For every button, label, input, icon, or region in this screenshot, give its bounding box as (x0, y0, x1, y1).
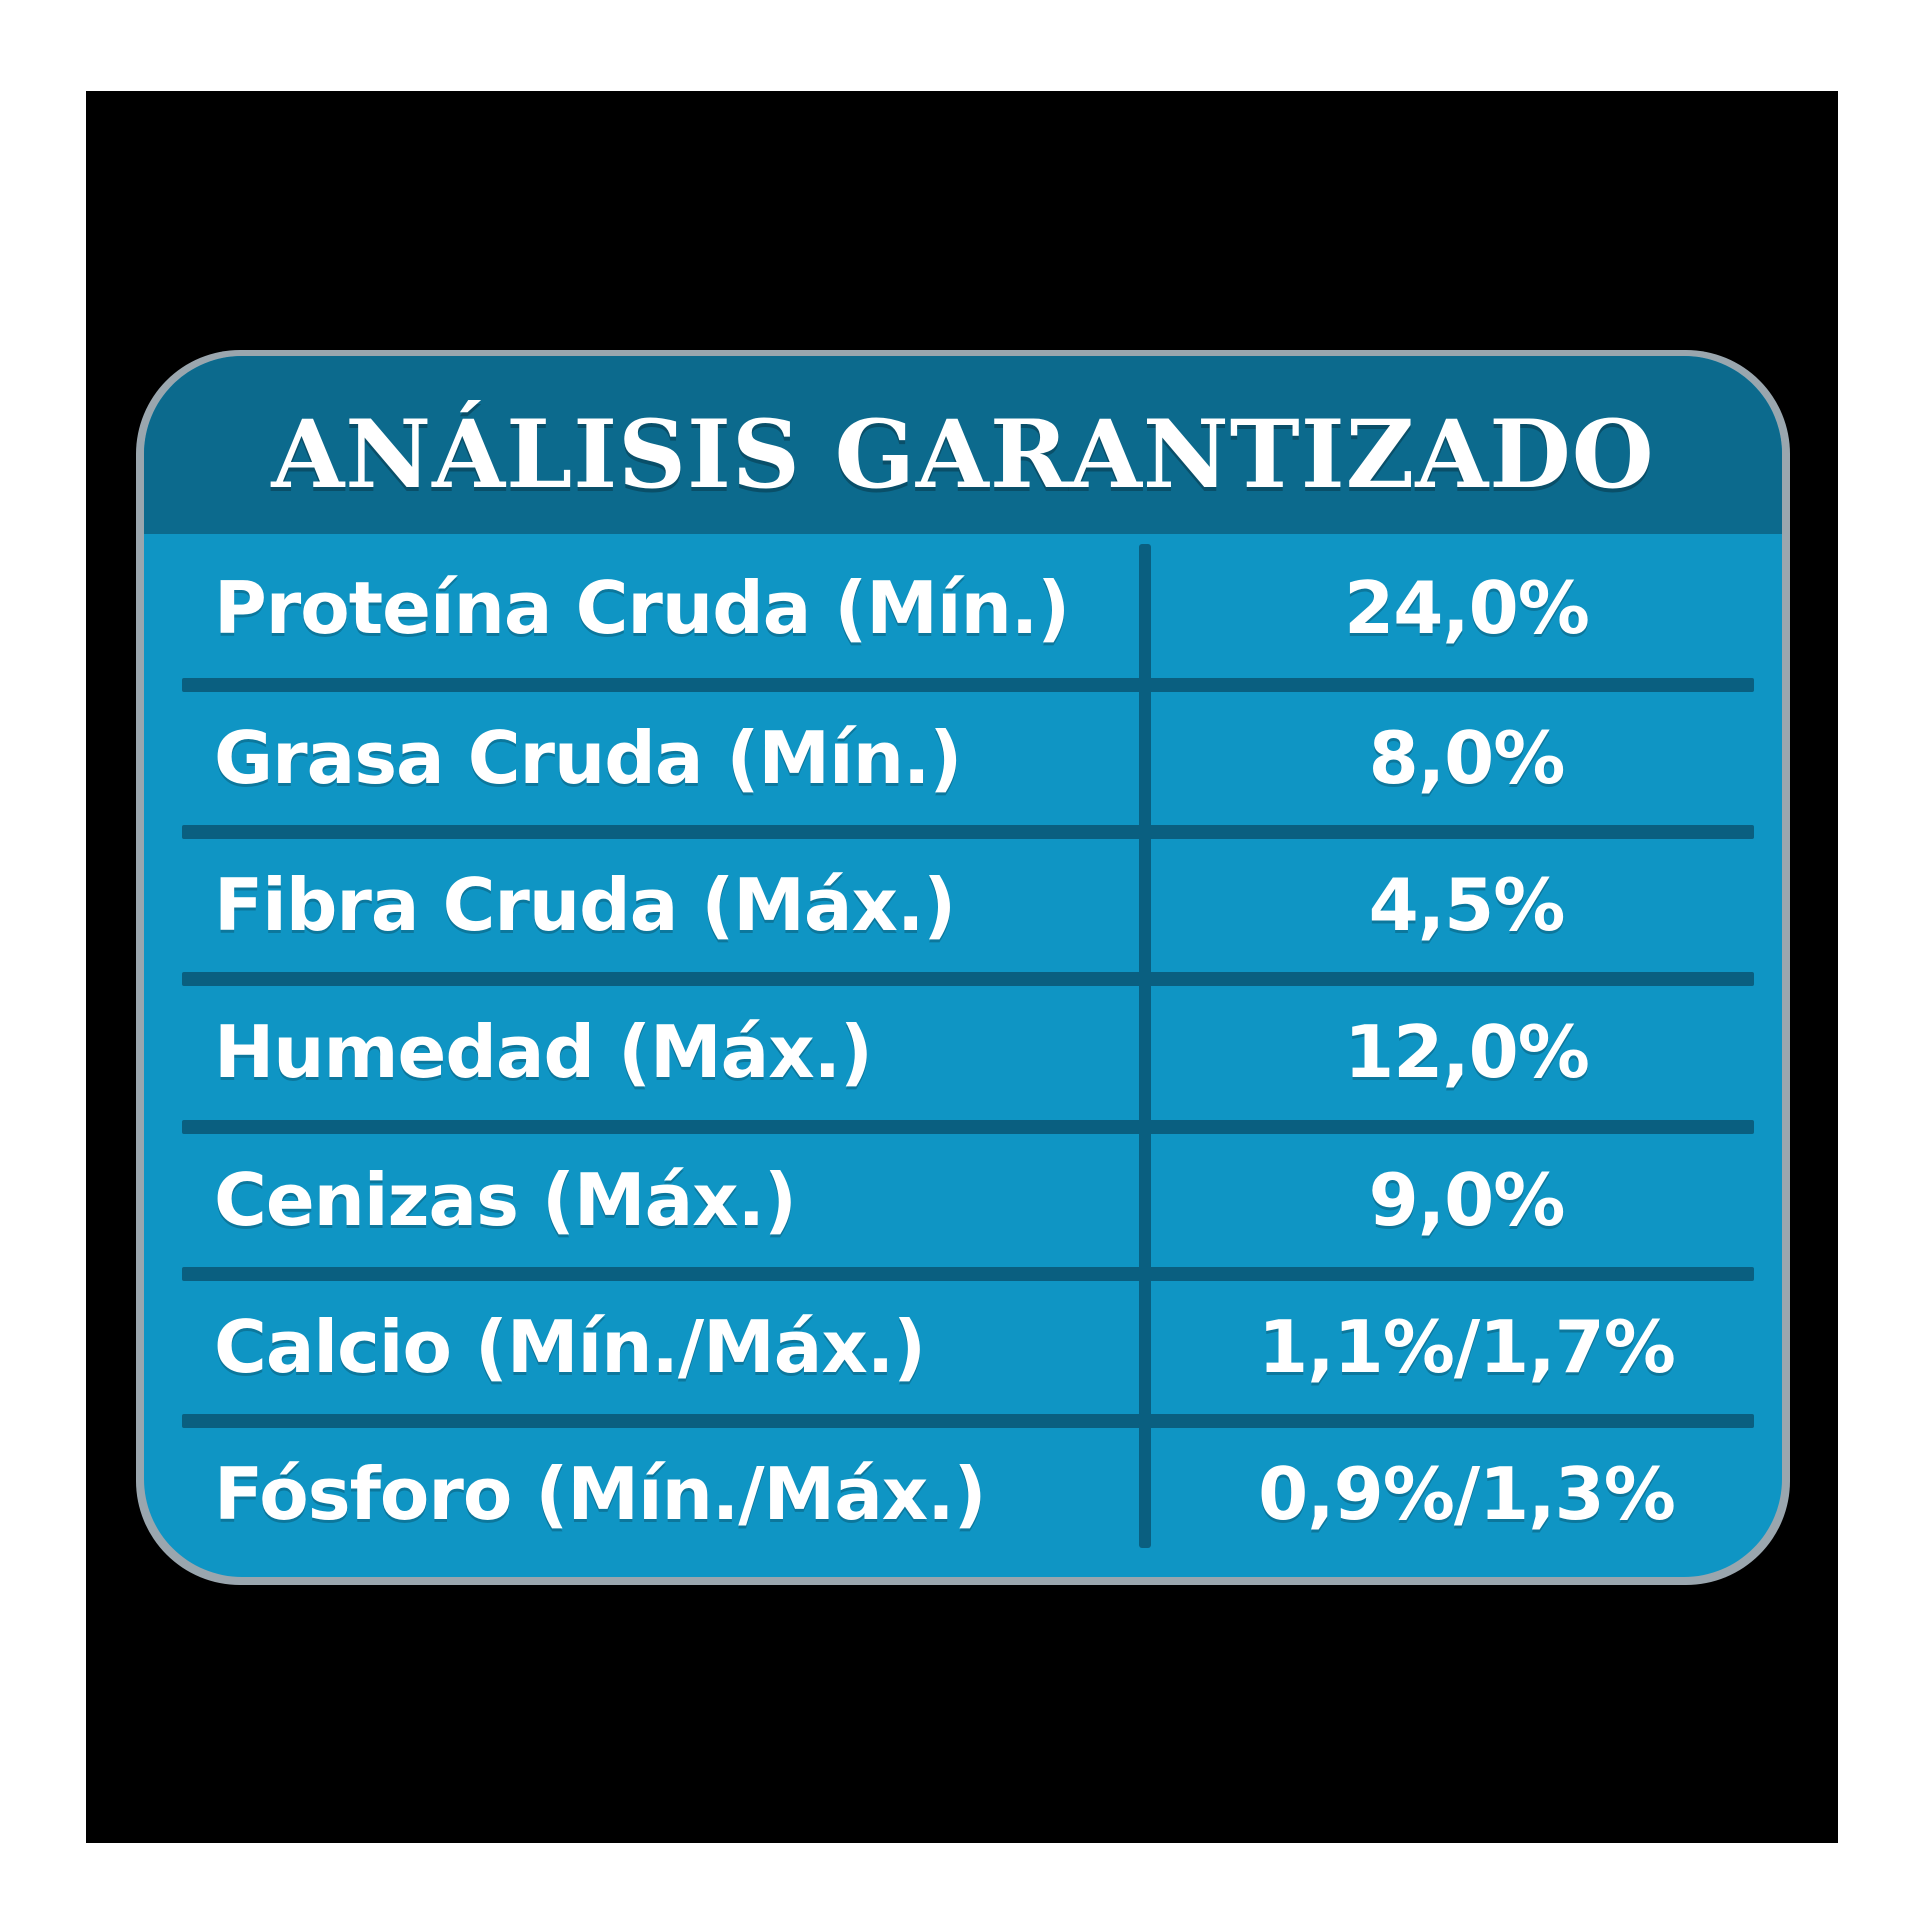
nutrition-card-inner: ANÁLISIS GARANTIZADO Proteína Cruda (Mín… (144, 356, 1782, 1577)
nutrition-card: ANÁLISIS GARANTIZADO Proteína Cruda (Mín… (136, 350, 1790, 1585)
row-divider (182, 825, 1754, 839)
row-label: Proteína Cruda (Mín.) (214, 566, 1070, 650)
table-row: Cenizas (Máx.) 9,0% (144, 1126, 1782, 1274)
row-label: Grasa Cruda (Mín.) (214, 716, 962, 800)
row-label: Fibra Cruda (Máx.) (214, 863, 956, 947)
table-row: Grasa Cruda (Mín.) 8,0% (144, 684, 1782, 832)
row-label: Humedad (Máx.) (214, 1010, 873, 1094)
row-value: 4,5% (1368, 863, 1566, 947)
column-divider (1139, 544, 1151, 1548)
row-value: 1,1%/1,7% (1258, 1305, 1676, 1389)
row-divider (182, 972, 1754, 986)
row-divider (182, 1120, 1754, 1134)
row-divider (182, 1267, 1754, 1281)
card-header: ANÁLISIS GARANTIZADO (144, 356, 1782, 534)
table-row: Fósforo (Mín./Máx.) 0,9%/1,3% (144, 1420, 1782, 1568)
row-value: 8,0% (1368, 716, 1566, 800)
analysis-table: Proteína Cruda (Mín.) 24,0% Grasa Cruda … (144, 534, 1782, 1577)
row-divider (182, 1414, 1754, 1428)
row-value: 9,0% (1368, 1158, 1566, 1242)
row-value: 24,0% (1344, 566, 1590, 650)
row-label: Cenizas (Máx.) (214, 1158, 797, 1242)
card-title: ANÁLISIS GARANTIZADO (271, 400, 1655, 510)
table-row: Calcio (Mín./Máx.) 1,1%/1,7% (144, 1273, 1782, 1421)
table-row: Humedad (Máx.) 12,0% (144, 978, 1782, 1126)
row-divider (182, 678, 1754, 692)
row-label: Calcio (Mín./Máx.) (214, 1305, 926, 1389)
row-value: 0,9%/1,3% (1258, 1452, 1676, 1536)
table-row: Proteína Cruda (Mín.) 24,0% (144, 534, 1782, 682)
table-row: Fibra Cruda (Máx.) 4,5% (144, 831, 1782, 979)
row-value: 12,0% (1344, 1010, 1590, 1094)
row-label: Fósforo (Mín./Máx.) (214, 1452, 986, 1536)
